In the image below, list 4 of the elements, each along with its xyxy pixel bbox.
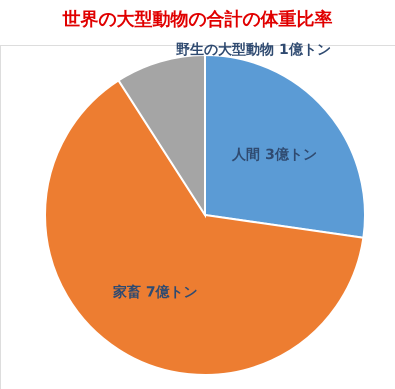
chart-title: 世界の大型動物の合計の体重比率 [62,8,332,30]
slice-label: 人間 3億トン [231,146,317,163]
slice-label: 家畜 7億トン [112,283,198,300]
slice-label: 野生の大型動物 1億トン [176,40,331,58]
